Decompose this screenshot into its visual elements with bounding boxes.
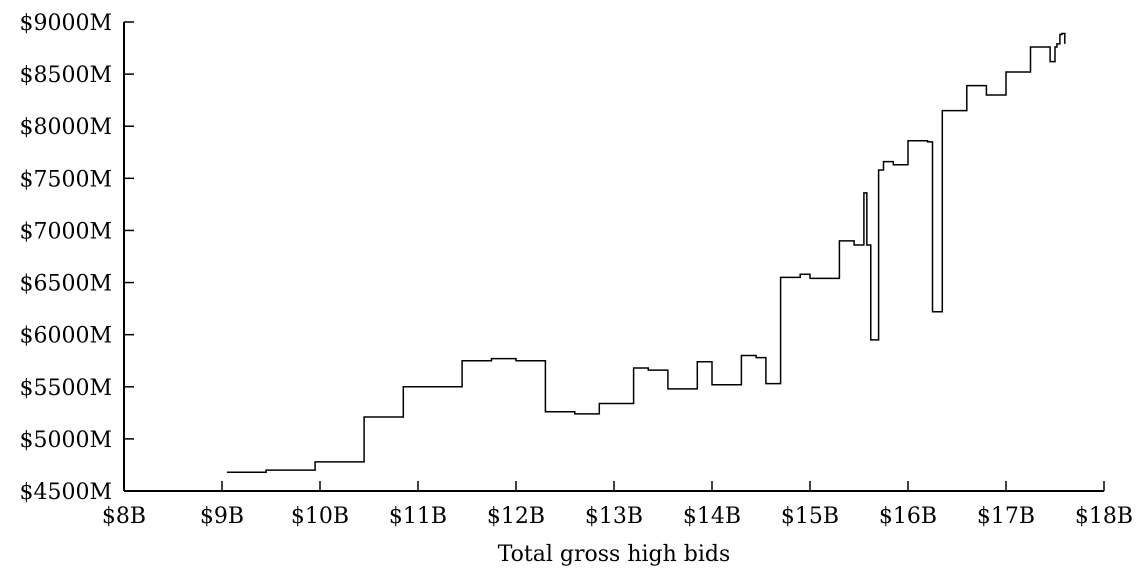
x-tick-label: $11B xyxy=(389,504,447,529)
x-tick-label: $8B xyxy=(102,504,146,529)
x-tick-label: $16B xyxy=(879,504,937,529)
x-tick-label: $17B xyxy=(977,504,1035,529)
y-tick-label: $9000M xyxy=(19,11,112,36)
series-line-0 xyxy=(226,32,1066,473)
x-tick-label: $10B xyxy=(291,504,349,529)
y-tick-label: $5000M xyxy=(19,428,112,453)
x-tick-label: $14B xyxy=(683,504,741,529)
plot-area xyxy=(226,32,1066,473)
x-tick-label: $18B xyxy=(1075,504,1133,529)
y-tick-label: $6000M xyxy=(19,324,112,349)
y-tick-label: $8500M xyxy=(19,63,112,88)
y-tick-label: $7000M xyxy=(19,219,112,244)
x-axis-title: Total gross high bids xyxy=(498,542,731,567)
axis-labels: Total gross high bids $4500M $5000M $5500M… xyxy=(19,11,1133,567)
y-tick-label: $5500M xyxy=(19,376,112,401)
y-tick-label: $8000M xyxy=(19,115,112,140)
x-tick-label: $12B xyxy=(487,504,545,529)
y-tick-label: $7500M xyxy=(19,167,112,192)
x-tick-label: $13B xyxy=(585,504,643,529)
y-tick-label: $6500M xyxy=(19,272,112,297)
axes xyxy=(123,21,1105,492)
y-tick-label: $4500M xyxy=(19,480,112,505)
x-tick-label: $9B xyxy=(200,504,244,529)
x-tick-label: $15B xyxy=(781,504,839,529)
